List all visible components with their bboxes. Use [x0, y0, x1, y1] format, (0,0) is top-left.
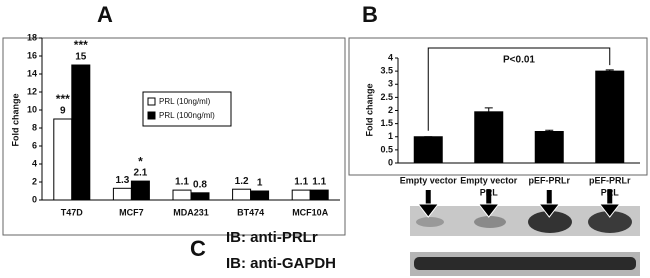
y-tick-label: 4	[388, 52, 393, 62]
x-tick-label: T47D	[61, 207, 84, 217]
y-tick-label: 0	[388, 157, 393, 167]
y-tick-label: 1.5	[380, 118, 393, 128]
value-label: 2.1	[133, 168, 147, 179]
band	[528, 211, 572, 233]
significance: ***	[74, 38, 88, 52]
arrow-head	[477, 203, 500, 218]
y-tick-label: 16	[27, 50, 37, 60]
y-tick-label: 12	[27, 86, 37, 96]
y-tick-label: 0.5	[380, 144, 393, 154]
blot-label: IB: anti-PRLr	[226, 229, 318, 246]
arrow-head	[417, 203, 440, 218]
y-tick-label: 10	[27, 104, 37, 114]
value-label: 1.1	[175, 177, 189, 188]
arrow-head	[538, 203, 561, 218]
blot-label: IB: anti-GAPDH	[226, 255, 336, 272]
bar	[413, 136, 443, 164]
panel-label: B	[362, 2, 378, 27]
legend	[142, 91, 232, 127]
x-tick-label: Empty vector	[460, 175, 518, 185]
y-axis-label: Fold change	[364, 83, 374, 136]
x-tick-label: pEF-PRLr	[589, 175, 631, 185]
bar	[71, 64, 91, 201]
x-tick-label: MDA231	[173, 207, 209, 217]
panel-label: C	[190, 236, 206, 261]
significance: ***	[56, 92, 70, 106]
y-tick-label: 6	[32, 140, 37, 150]
value-label: 1	[257, 178, 263, 189]
x-tick-label: MCF7	[119, 207, 144, 217]
y-axis-label: Fold change	[10, 93, 20, 146]
arrow-head	[598, 203, 621, 218]
value-label: 1.3	[115, 175, 129, 186]
value-label: 15	[75, 52, 87, 63]
panel-b-frame	[348, 37, 648, 176]
panel-a-frame	[2, 37, 346, 236]
value-label: 1.1	[294, 177, 308, 188]
bar	[112, 187, 132, 201]
legend-swatch	[147, 97, 156, 106]
bar	[130, 180, 150, 201]
y-tick-label: 4	[32, 158, 37, 168]
y-tick-label: 2	[32, 176, 37, 186]
bar	[534, 131, 564, 164]
error-bar	[605, 69, 614, 73]
band	[474, 216, 506, 228]
error-bar	[545, 129, 554, 133]
y-tick-label: 14	[27, 68, 37, 78]
bar	[190, 192, 210, 201]
value-label: 1.2	[235, 176, 249, 187]
value-label: 9	[60, 106, 66, 117]
x-tick-label: pEF-PRLr	[529, 175, 571, 185]
bar	[172, 189, 192, 201]
y-tick-label: 8	[32, 122, 37, 132]
panel-label: A	[97, 2, 113, 27]
y-tick-label: 3	[388, 79, 393, 89]
significance: *	[138, 154, 143, 168]
x-tick-label: Empty vector	[400, 175, 458, 185]
value-label: 1.1	[312, 177, 326, 188]
y-tick-label: 0	[32, 194, 37, 204]
bar	[250, 190, 270, 201]
bar	[474, 111, 504, 164]
band	[414, 257, 636, 270]
legend-label: PRL (10ng/ml)	[159, 97, 211, 106]
y-tick-label: 2.5	[380, 92, 393, 102]
y-tick-label: 2	[388, 105, 393, 115]
legend-label: PRL (100ng/ml)	[159, 111, 215, 120]
bar	[291, 189, 311, 201]
x-tick-label: BT474	[237, 207, 264, 217]
bracket	[427, 47, 611, 131]
x-tick-label: MCF10A	[292, 207, 329, 217]
bar	[595, 70, 625, 164]
bar	[309, 189, 329, 201]
y-tick-label: 1	[388, 131, 393, 141]
bar	[232, 188, 252, 201]
value-label: 0.8	[193, 179, 207, 190]
y-tick-label: 3.5	[380, 66, 393, 76]
y-tick-label: 18	[27, 32, 37, 42]
band	[416, 217, 444, 227]
legend-swatch	[147, 111, 156, 120]
bar	[53, 118, 73, 201]
annotation: P<0.01	[503, 55, 535, 66]
error-bar	[484, 107, 493, 116]
band	[588, 211, 632, 233]
